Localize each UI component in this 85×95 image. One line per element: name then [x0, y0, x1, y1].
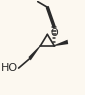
- Text: HO: HO: [1, 63, 18, 73]
- Text: O: O: [51, 28, 58, 38]
- Polygon shape: [28, 45, 41, 60]
- Polygon shape: [54, 40, 68, 46]
